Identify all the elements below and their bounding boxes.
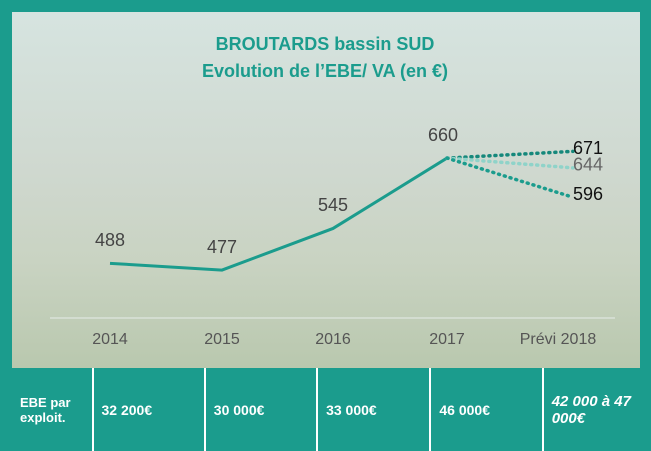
- data-label: 477: [207, 237, 237, 257]
- table-cell: 32 200€: [94, 368, 204, 451]
- x-tick-label: 2016: [315, 331, 351, 348]
- page: BROUTARDS bassin SUD Evolution de l’EBE/…: [0, 0, 651, 451]
- data-label: 596: [573, 184, 603, 204]
- table-cell: 30 000€: [206, 368, 316, 451]
- data-label: 545: [318, 195, 348, 215]
- table-cell: 46 000€: [431, 368, 541, 451]
- table: EBE par exploit.32 200€30 000€33 000€46 …: [0, 368, 651, 451]
- chart-title: BROUTARDS bassin SUD: [216, 34, 435, 54]
- data-label: 644: [573, 155, 603, 175]
- x-tick-label: 2017: [429, 331, 465, 348]
- data-label: 660: [428, 125, 458, 145]
- table-cell: 42 000 à 47 000€: [544, 368, 651, 451]
- data-label: 488: [95, 230, 125, 250]
- chart-subtitle: Evolution de l’EBE/ VA (en €): [202, 61, 448, 81]
- x-tick-label: Prévi 2018: [520, 331, 597, 348]
- chart: BROUTARDS bassin SUD Evolution de l’EBE/…: [0, 0, 651, 368]
- row-header: EBE par exploit.: [0, 368, 92, 451]
- x-tick-label: 2014: [92, 331, 128, 348]
- table-cell: 33 000€: [318, 368, 429, 451]
- x-tick-label: 2015: [204, 331, 240, 348]
